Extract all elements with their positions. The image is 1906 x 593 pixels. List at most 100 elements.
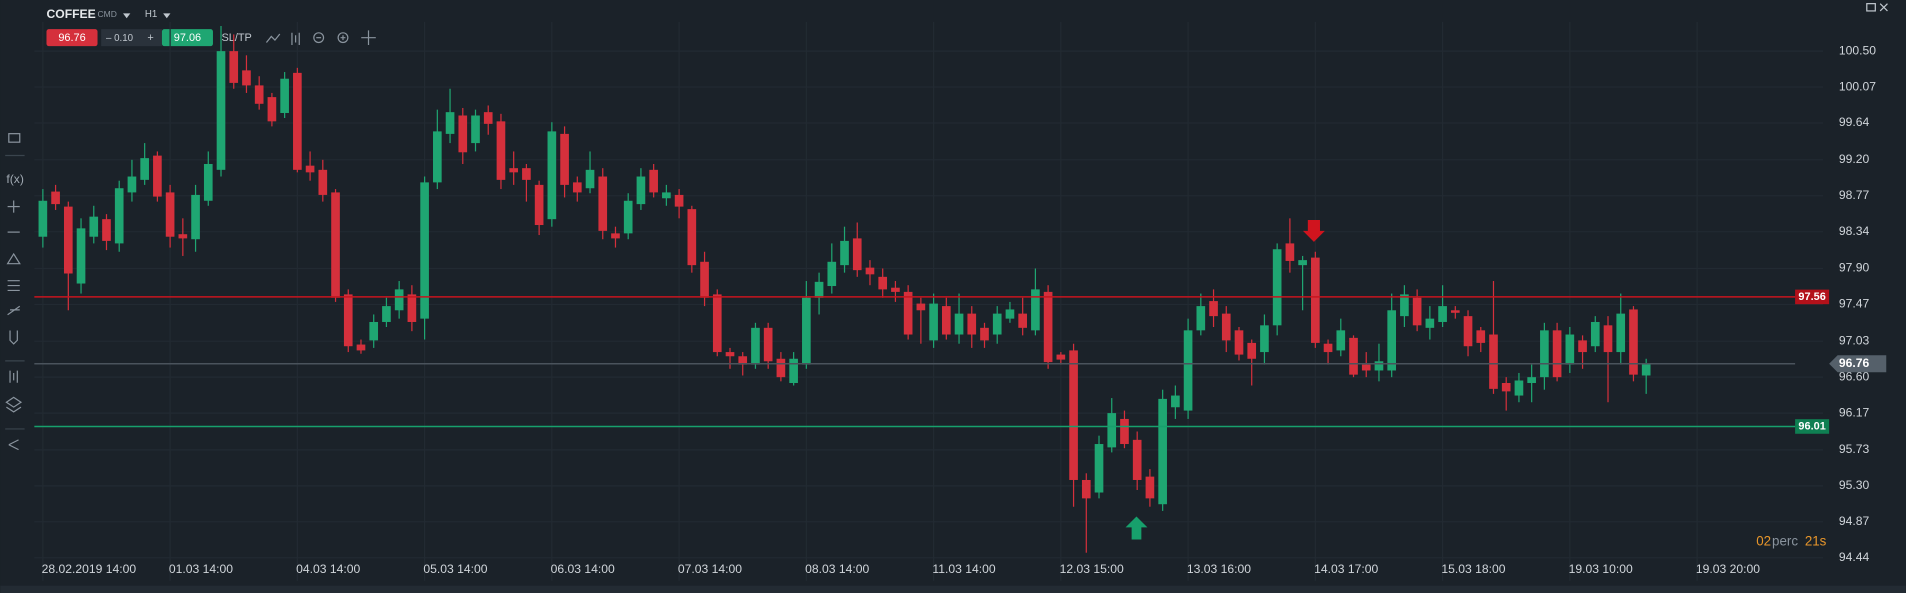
symbol[interactable]: COFFEE bbox=[46, 7, 95, 21]
price-line-tag bbox=[1795, 419, 1830, 434]
x-tick-label: 08.03 14:00 bbox=[805, 562, 869, 576]
y-tick-label: 97.47 bbox=[1839, 297, 1870, 311]
candle-body bbox=[1590, 321, 1600, 347]
candle-body bbox=[1298, 260, 1307, 266]
dropdown-arrow[interactable] bbox=[123, 13, 131, 19]
timer-unit: perc bbox=[1772, 533, 1798, 548]
candle-body bbox=[1641, 363, 1651, 376]
candle-body bbox=[114, 188, 124, 244]
candle-body bbox=[1183, 330, 1193, 411]
candle-body bbox=[356, 344, 366, 351]
candle-body bbox=[611, 233, 620, 239]
plus[interactable]: + bbox=[147, 32, 153, 44]
crosshair[interactable] bbox=[361, 30, 376, 45]
candle-body bbox=[1565, 334, 1575, 365]
candle-body bbox=[1120, 418, 1129, 445]
candle-body bbox=[1374, 361, 1384, 371]
candle-body bbox=[1527, 377, 1536, 384]
window-button[interactable] bbox=[1866, 3, 1876, 12]
sltp-button[interactable]: SL/TP bbox=[221, 32, 251, 44]
candle-body bbox=[1400, 294, 1409, 317]
tool-icon[interactable] bbox=[8, 133, 21, 143]
y-tick-label: 100.50 bbox=[1839, 43, 1876, 57]
tool-icon[interactable] bbox=[9, 330, 18, 345]
x-tick-label: 04.03 14:00 bbox=[296, 562, 360, 576]
candle-body bbox=[216, 51, 226, 170]
candle-body bbox=[687, 209, 697, 266]
zoom-out[interactable] bbox=[313, 32, 325, 44]
timer-seconds: 21s bbox=[1805, 533, 1827, 548]
tool-icon[interactable] bbox=[265, 33, 281, 43]
sell-button[interactable] bbox=[46, 29, 98, 47]
y-tick-label: 94.44 bbox=[1839, 550, 1870, 564]
y-tick-label: 97.90 bbox=[1839, 261, 1870, 275]
market[interactable]: CMD bbox=[98, 9, 117, 19]
zoom-in[interactable] bbox=[337, 32, 349, 44]
sell-price[interactable]: 96.76 bbox=[58, 32, 85, 44]
candle-body bbox=[242, 70, 251, 86]
candle-body bbox=[903, 291, 913, 335]
candle-body bbox=[407, 294, 417, 322]
candle-body bbox=[1425, 318, 1435, 328]
candle-body bbox=[420, 182, 429, 319]
candle-body bbox=[1514, 380, 1524, 396]
candle-body bbox=[725, 352, 735, 357]
candle-body bbox=[1196, 306, 1206, 331]
buy-price[interactable]: 97.06 bbox=[174, 32, 201, 44]
spread[interactable]: – 0.10 bbox=[106, 33, 134, 44]
candle-body bbox=[522, 168, 531, 180]
candle-body bbox=[751, 327, 760, 365]
y-tick-label: 96.60 bbox=[1839, 369, 1870, 383]
candle-body bbox=[254, 85, 264, 104]
y-tick-label: 98.77 bbox=[1839, 188, 1870, 202]
tool-icon[interactable] bbox=[7, 305, 21, 316]
timeframe[interactable]: H1 bbox=[145, 9, 157, 20]
candle-body bbox=[165, 192, 175, 237]
y-tick-label: 94.87 bbox=[1839, 514, 1870, 528]
buy-button[interactable] bbox=[161, 29, 213, 47]
candle-body bbox=[560, 133, 569, 185]
close-button[interactable] bbox=[1879, 3, 1888, 12]
price-line-label: 97.56 bbox=[1798, 291, 1825, 303]
candle-body bbox=[1336, 330, 1346, 351]
tool-icon[interactable] bbox=[9, 370, 18, 383]
tool-icon[interactable] bbox=[6, 252, 21, 265]
candle-body bbox=[1247, 342, 1257, 359]
fx-button[interactable]: f(x) bbox=[6, 172, 24, 186]
candle-body bbox=[941, 306, 951, 335]
y-tick-label: 99.64 bbox=[1839, 115, 1870, 129]
tool-icon[interactable] bbox=[291, 32, 300, 45]
plot: 28.02.2019 14:00 01.03 14:00 04.03 14:00 05… bbox=[34, 21, 1887, 581]
left-toolbar bbox=[5, 133, 25, 451]
candle-body bbox=[433, 131, 442, 183]
candle-body bbox=[852, 238, 862, 271]
candle-body bbox=[1311, 257, 1320, 343]
candle-body bbox=[1171, 395, 1180, 408]
y-tick-label: 95.30 bbox=[1839, 478, 1870, 492]
candle-body bbox=[76, 228, 86, 284]
volume-box[interactable] bbox=[101, 29, 162, 47]
candle-body bbox=[636, 176, 646, 205]
candle-body bbox=[1094, 444, 1104, 493]
candle-body bbox=[572, 182, 582, 193]
candle-body bbox=[38, 200, 48, 237]
candle-body bbox=[1069, 350, 1078, 480]
dropdown-arrow[interactable] bbox=[163, 13, 171, 19]
tool-icon[interactable] bbox=[7, 280, 20, 292]
tool-icon[interactable] bbox=[8, 439, 19, 451]
tool-icon[interactable] bbox=[5, 396, 23, 413]
candle-body bbox=[738, 356, 748, 365]
price-line-tag bbox=[1795, 289, 1830, 305]
x-tick-label: 06.03 14:00 bbox=[551, 562, 615, 576]
candle-body bbox=[547, 131, 557, 220]
candle-body bbox=[63, 206, 73, 274]
candle-body bbox=[827, 261, 837, 287]
candle-body bbox=[1107, 413, 1117, 448]
candle-body bbox=[178, 234, 188, 239]
y-tick-label: 95.73 bbox=[1839, 442, 1870, 456]
y-tick-label: 96.17 bbox=[1839, 405, 1870, 419]
candle-body bbox=[1158, 398, 1167, 505]
candle-body bbox=[1005, 309, 1015, 319]
price-line-label: 96.01 bbox=[1798, 420, 1825, 432]
